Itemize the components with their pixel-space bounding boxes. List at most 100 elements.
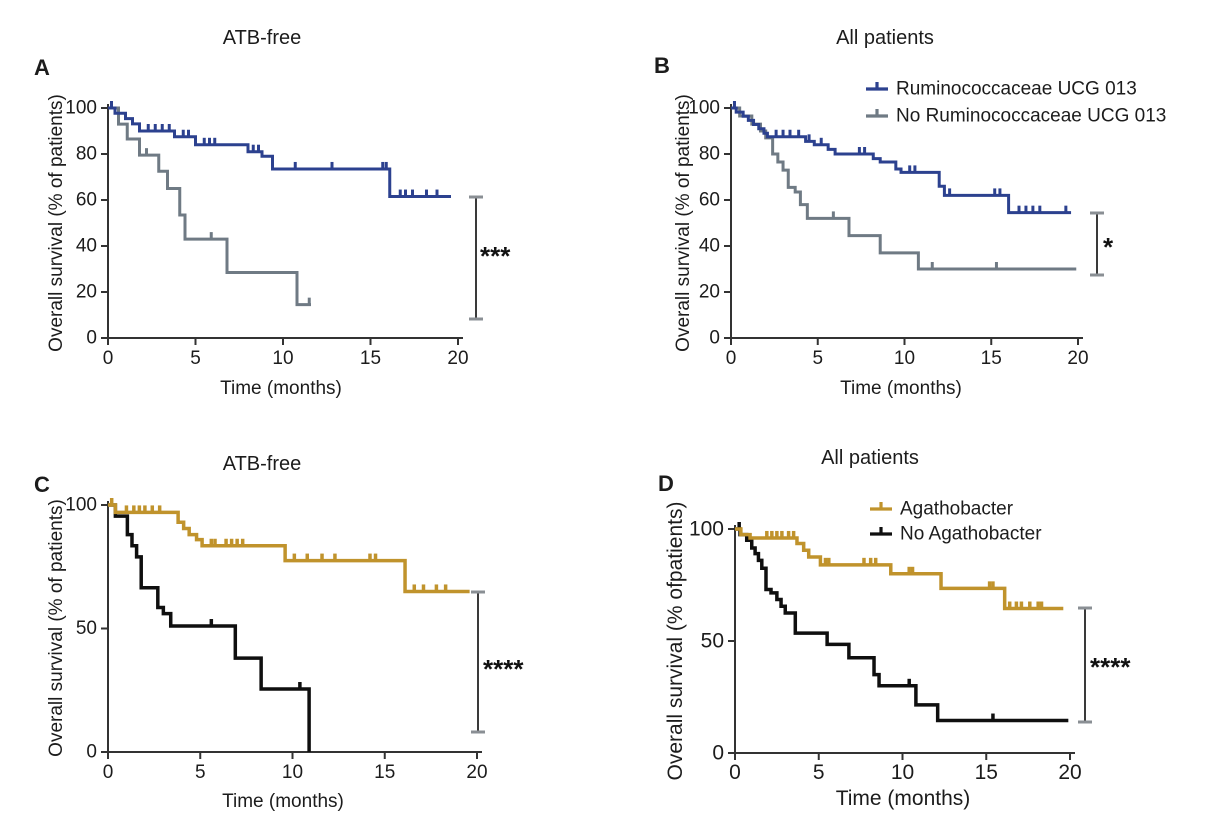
legend-item-agathobacter: Agathobacter <box>870 499 1014 520</box>
y-tick-label: 80 <box>76 144 97 165</box>
y-tick-label: 80 <box>699 144 720 165</box>
x-tick-label: 10 <box>272 348 293 369</box>
x-axis-label: Time (months) <box>222 791 344 812</box>
x-tick-label: 5 <box>813 761 825 784</box>
y-tick-label: 100 <box>688 98 720 119</box>
legend-label: No Agathobacter <box>900 524 1042 545</box>
x-tick-label: 5 <box>812 348 823 369</box>
y-tick-label: 50 <box>76 618 97 639</box>
x-axis-label: Time (months) <box>840 378 962 399</box>
series-agathobacter-curve <box>108 503 470 594</box>
series-no-ruminococcaceae-ucg-013-censor-ticks <box>145 148 311 304</box>
legend-item-no-agathobacter: No Agathobacter <box>870 524 1042 545</box>
legend-item-ruminococcaceae-ucg-013: Ruminococcaceae UCG 013 <box>866 79 1137 100</box>
series-ruminococcaceae-ucg-013 <box>108 101 451 199</box>
x-tick-label: 0 <box>726 348 737 369</box>
panel-A: A ATB-free 0 5 10 15 20 0 20 40 60 80 100 Time (month… <box>34 27 511 399</box>
series-no-ruminococcaceae-ucg-013 <box>108 106 311 307</box>
panel-D-title: All patients <box>821 447 919 469</box>
y-tick-label: 0 <box>709 328 720 349</box>
x-tick-label: 15 <box>981 348 1002 369</box>
y-axis-label: Overall survival (% of patients) <box>46 94 67 352</box>
panel-B: B All patients 0 5 10 15 20 0 20 40 60 80 100 Time (m… <box>654 27 1166 399</box>
series-no-agathobacter-curve <box>735 527 1069 723</box>
series-agathobacter-censor-ticks <box>109 498 448 591</box>
y-tick-label: 100 <box>65 98 97 119</box>
significance-stars: *** <box>480 241 511 271</box>
x-tick-label: 0 <box>103 762 114 783</box>
y-tick-label: 40 <box>699 236 720 257</box>
panel-B-title: All patients <box>836 27 934 49</box>
panel-letter-B: B <box>654 53 670 78</box>
significance-bracket: **** <box>1078 606 1131 724</box>
x-tick-label: 20 <box>1058 761 1081 784</box>
significance-bracket: *** <box>469 195 511 321</box>
series-agathobacter-censor-ticks <box>765 530 1044 608</box>
series-ruminococcaceae-ucg-013-curve <box>108 106 451 199</box>
legend-label: Ruminococcaceae UCG 013 <box>896 79 1137 100</box>
legend: Ruminococcaceae UCG 013 No Ruminococcacea… <box>866 79 1166 127</box>
legend-label: Agathobacter <box>900 499 1014 520</box>
y-tick-label: 100 <box>689 518 724 541</box>
series-no-agathobacter <box>108 503 311 752</box>
x-tick-label: 15 <box>975 761 998 784</box>
panel-A-title: ATB-free <box>223 27 302 49</box>
y-axis-label: Overall survival (% of patients) <box>46 499 67 757</box>
significance-stars: **** <box>483 654 524 684</box>
x-tick-label: 5 <box>190 348 201 369</box>
series-ruminococcaceae-ucg-013 <box>731 101 1072 215</box>
series-ruminococcaceae-ucg-013-curve <box>731 106 1072 215</box>
series-no-agathobacter-curve <box>108 503 311 752</box>
y-tick-label: 50 <box>701 630 724 653</box>
y-tick-label: 100 <box>65 495 97 516</box>
x-axis-label: Time (months) <box>836 787 971 810</box>
y-axis-label: Overall survival (% of patients) <box>673 94 694 352</box>
x-tick-label: 10 <box>891 761 914 784</box>
panel-letter-D: D <box>658 471 674 496</box>
x-tick-label: 10 <box>894 348 915 369</box>
y-axis-label: Overall survival (% ofpatients) <box>664 502 687 781</box>
y-tick-label: 20 <box>699 282 720 303</box>
series-agathobacter <box>735 527 1064 611</box>
series-no-agathobacter-censor-ticks <box>209 619 302 689</box>
legend-item-no-ruminococcaceae-ucg-013: No Ruminococcaceae UCG 013 <box>866 106 1166 127</box>
significance-stars: * <box>1103 232 1114 262</box>
panel-C: C ATB-free 0 5 10 15 20 0 50 100 Time (months) Over… <box>34 453 524 812</box>
series-no-ruminococcaceae-ucg-013-censor-ticks <box>831 211 998 268</box>
y-tick-label: 0 <box>712 742 724 765</box>
y-tick-label: 60 <box>699 190 720 211</box>
panel-C-title: ATB-free <box>223 453 302 475</box>
panel-letter-C: C <box>34 472 50 497</box>
x-tick-label: 15 <box>360 348 381 369</box>
series-ruminococcaceae-ucg-013-censor-ticks <box>732 101 1068 212</box>
y-tick-label: 0 <box>86 742 97 763</box>
x-tick-label: 0 <box>103 348 114 369</box>
series-no-ruminococcaceae-ucg-013-curve <box>108 106 311 307</box>
y-tick-label: 60 <box>76 190 97 211</box>
series-no-agathobacter <box>735 522 1069 723</box>
y-tick-label: 20 <box>76 282 97 303</box>
panel-D: D All patients 0 5 10 15 20 0 50 100 Time (months)… <box>658 447 1131 810</box>
x-tick-label: 15 <box>374 762 395 783</box>
series-agathobacter <box>108 498 470 594</box>
x-tick-label: 20 <box>447 348 468 369</box>
x-tick-label: 20 <box>1067 348 1088 369</box>
legend-label: No Ruminococcaceae UCG 013 <box>896 106 1166 127</box>
legend: Agathobacter No Agathobacter <box>870 499 1042 545</box>
significance-bracket: * <box>1090 211 1114 277</box>
y-tick-label: 0 <box>86 328 97 349</box>
series-ruminococcaceae-ucg-013-censor-ticks <box>110 101 439 196</box>
series-agathobacter-curve <box>735 527 1064 611</box>
significance-bracket: **** <box>471 590 524 734</box>
series-no-agathobacter-censor-ticks <box>737 522 995 720</box>
x-tick-label: 5 <box>195 762 206 783</box>
panel-letter-A: A <box>34 55 50 80</box>
x-axis-label: Time (months) <box>220 378 342 399</box>
y-tick-label: 40 <box>76 236 97 257</box>
x-tick-label: 0 <box>729 761 741 784</box>
significance-stars: **** <box>1090 652 1131 682</box>
x-tick-label: 20 <box>466 762 487 783</box>
x-tick-label: 10 <box>282 762 303 783</box>
